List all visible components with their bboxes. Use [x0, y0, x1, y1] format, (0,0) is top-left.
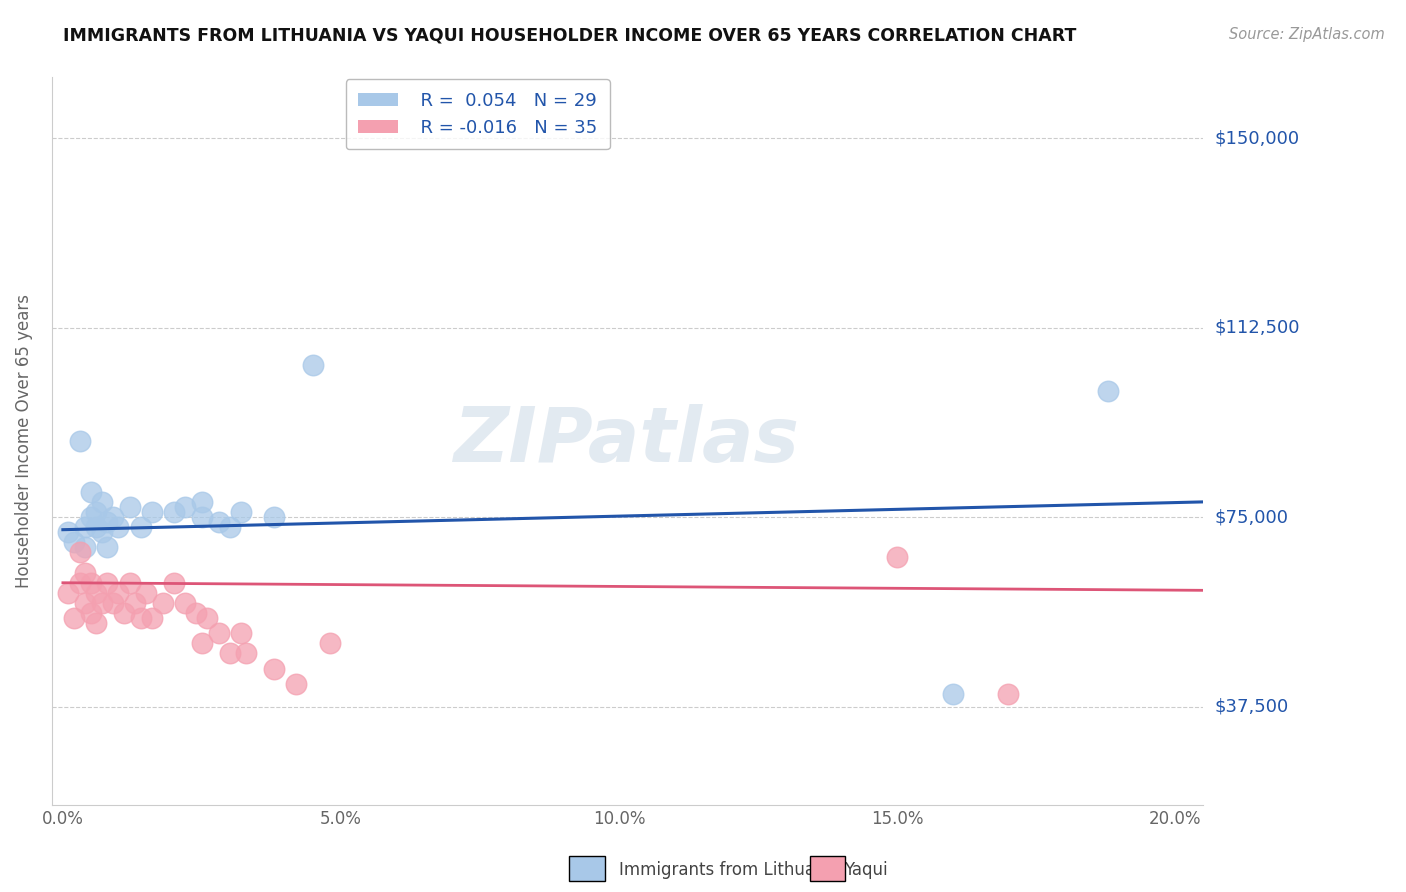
Point: [75, 541, 97, 555]
Y-axis label: Householder Income Over 65 years: Householder Income Over 65 years: [15, 294, 32, 588]
Point: [141, 611, 163, 625]
Text: Source: ZipAtlas.com: Source: ZipAtlas.com: [1229, 27, 1385, 42]
Point: [207, 626, 229, 640]
Point: [191, 510, 214, 524]
Point: [90, 525, 112, 540]
Point: [69, 575, 91, 590]
Text: $112,500: $112,500: [1215, 318, 1299, 336]
Point: [84, 616, 107, 631]
Point: [186, 606, 208, 620]
Point: [319, 636, 342, 650]
Point: [69, 545, 91, 559]
Point: [174, 596, 197, 610]
Point: [285, 677, 308, 691]
Legend:   R =  0.054   N = 29,   R = -0.016   N = 35: R = 0.054 N = 29, R = -0.016 N = 35: [346, 79, 610, 150]
Point: [229, 626, 252, 640]
Point: [84, 586, 107, 600]
Point: [135, 586, 157, 600]
Point: [63, 611, 86, 625]
Point: [84, 505, 107, 519]
Point: [163, 505, 186, 519]
Point: [174, 500, 197, 514]
Point: [101, 596, 124, 610]
Point: [107, 586, 129, 600]
Point: [96, 575, 118, 590]
Point: [1097, 384, 1119, 398]
Point: [191, 636, 214, 650]
Point: [107, 520, 129, 534]
Point: [152, 596, 174, 610]
Point: [101, 510, 124, 524]
Point: [63, 535, 86, 549]
Text: Immigrants from Lithuania: Immigrants from Lithuania: [619, 861, 839, 879]
Point: [96, 515, 118, 529]
Point: [112, 606, 135, 620]
Point: [141, 505, 163, 519]
Point: [302, 359, 325, 373]
Point: [129, 611, 152, 625]
Text: ZIPatlas: ZIPatlas: [454, 404, 800, 478]
Text: $75,000: $75,000: [1215, 508, 1288, 526]
Point: [263, 510, 285, 524]
Text: IMMIGRANTS FROM LITHUANIA VS YAQUI HOUSEHOLDER INCOME OVER 65 YEARS CORRELATION : IMMIGRANTS FROM LITHUANIA VS YAQUI HOUSE…: [63, 27, 1077, 45]
Point: [118, 500, 141, 514]
Point: [90, 495, 112, 509]
Point: [118, 575, 141, 590]
Point: [96, 541, 118, 555]
Point: [79, 606, 101, 620]
Point: [75, 596, 97, 610]
Text: $150,000: $150,000: [1215, 129, 1299, 147]
Point: [58, 525, 80, 540]
Text: $37,500: $37,500: [1215, 698, 1288, 715]
Point: [79, 484, 101, 499]
Point: [90, 596, 112, 610]
Point: [124, 596, 146, 610]
Point: [997, 687, 1019, 701]
Point: [69, 434, 91, 449]
Point: [197, 611, 219, 625]
Point: [79, 510, 101, 524]
Point: [191, 495, 214, 509]
Text: Yaqui: Yaqui: [844, 861, 887, 879]
Point: [163, 575, 186, 590]
Point: [75, 566, 97, 580]
Point: [79, 575, 101, 590]
Point: [942, 687, 965, 701]
Point: [58, 586, 80, 600]
Point: [229, 505, 252, 519]
Point: [218, 647, 240, 661]
Point: [263, 662, 285, 676]
Point: [886, 550, 908, 565]
Point: [218, 520, 240, 534]
Point: [207, 515, 229, 529]
Point: [235, 647, 257, 661]
Point: [75, 520, 97, 534]
Point: [129, 520, 152, 534]
Point: [84, 520, 107, 534]
